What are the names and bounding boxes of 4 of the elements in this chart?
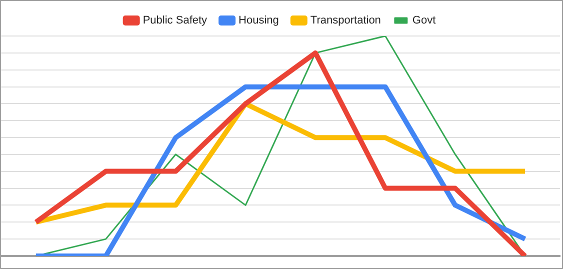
legend-label: Govt <box>412 14 436 27</box>
legend-label: Housing <box>238 14 279 27</box>
legend-label: Transportation <box>310 14 381 27</box>
legend-label: Public Safety <box>142 14 208 27</box>
